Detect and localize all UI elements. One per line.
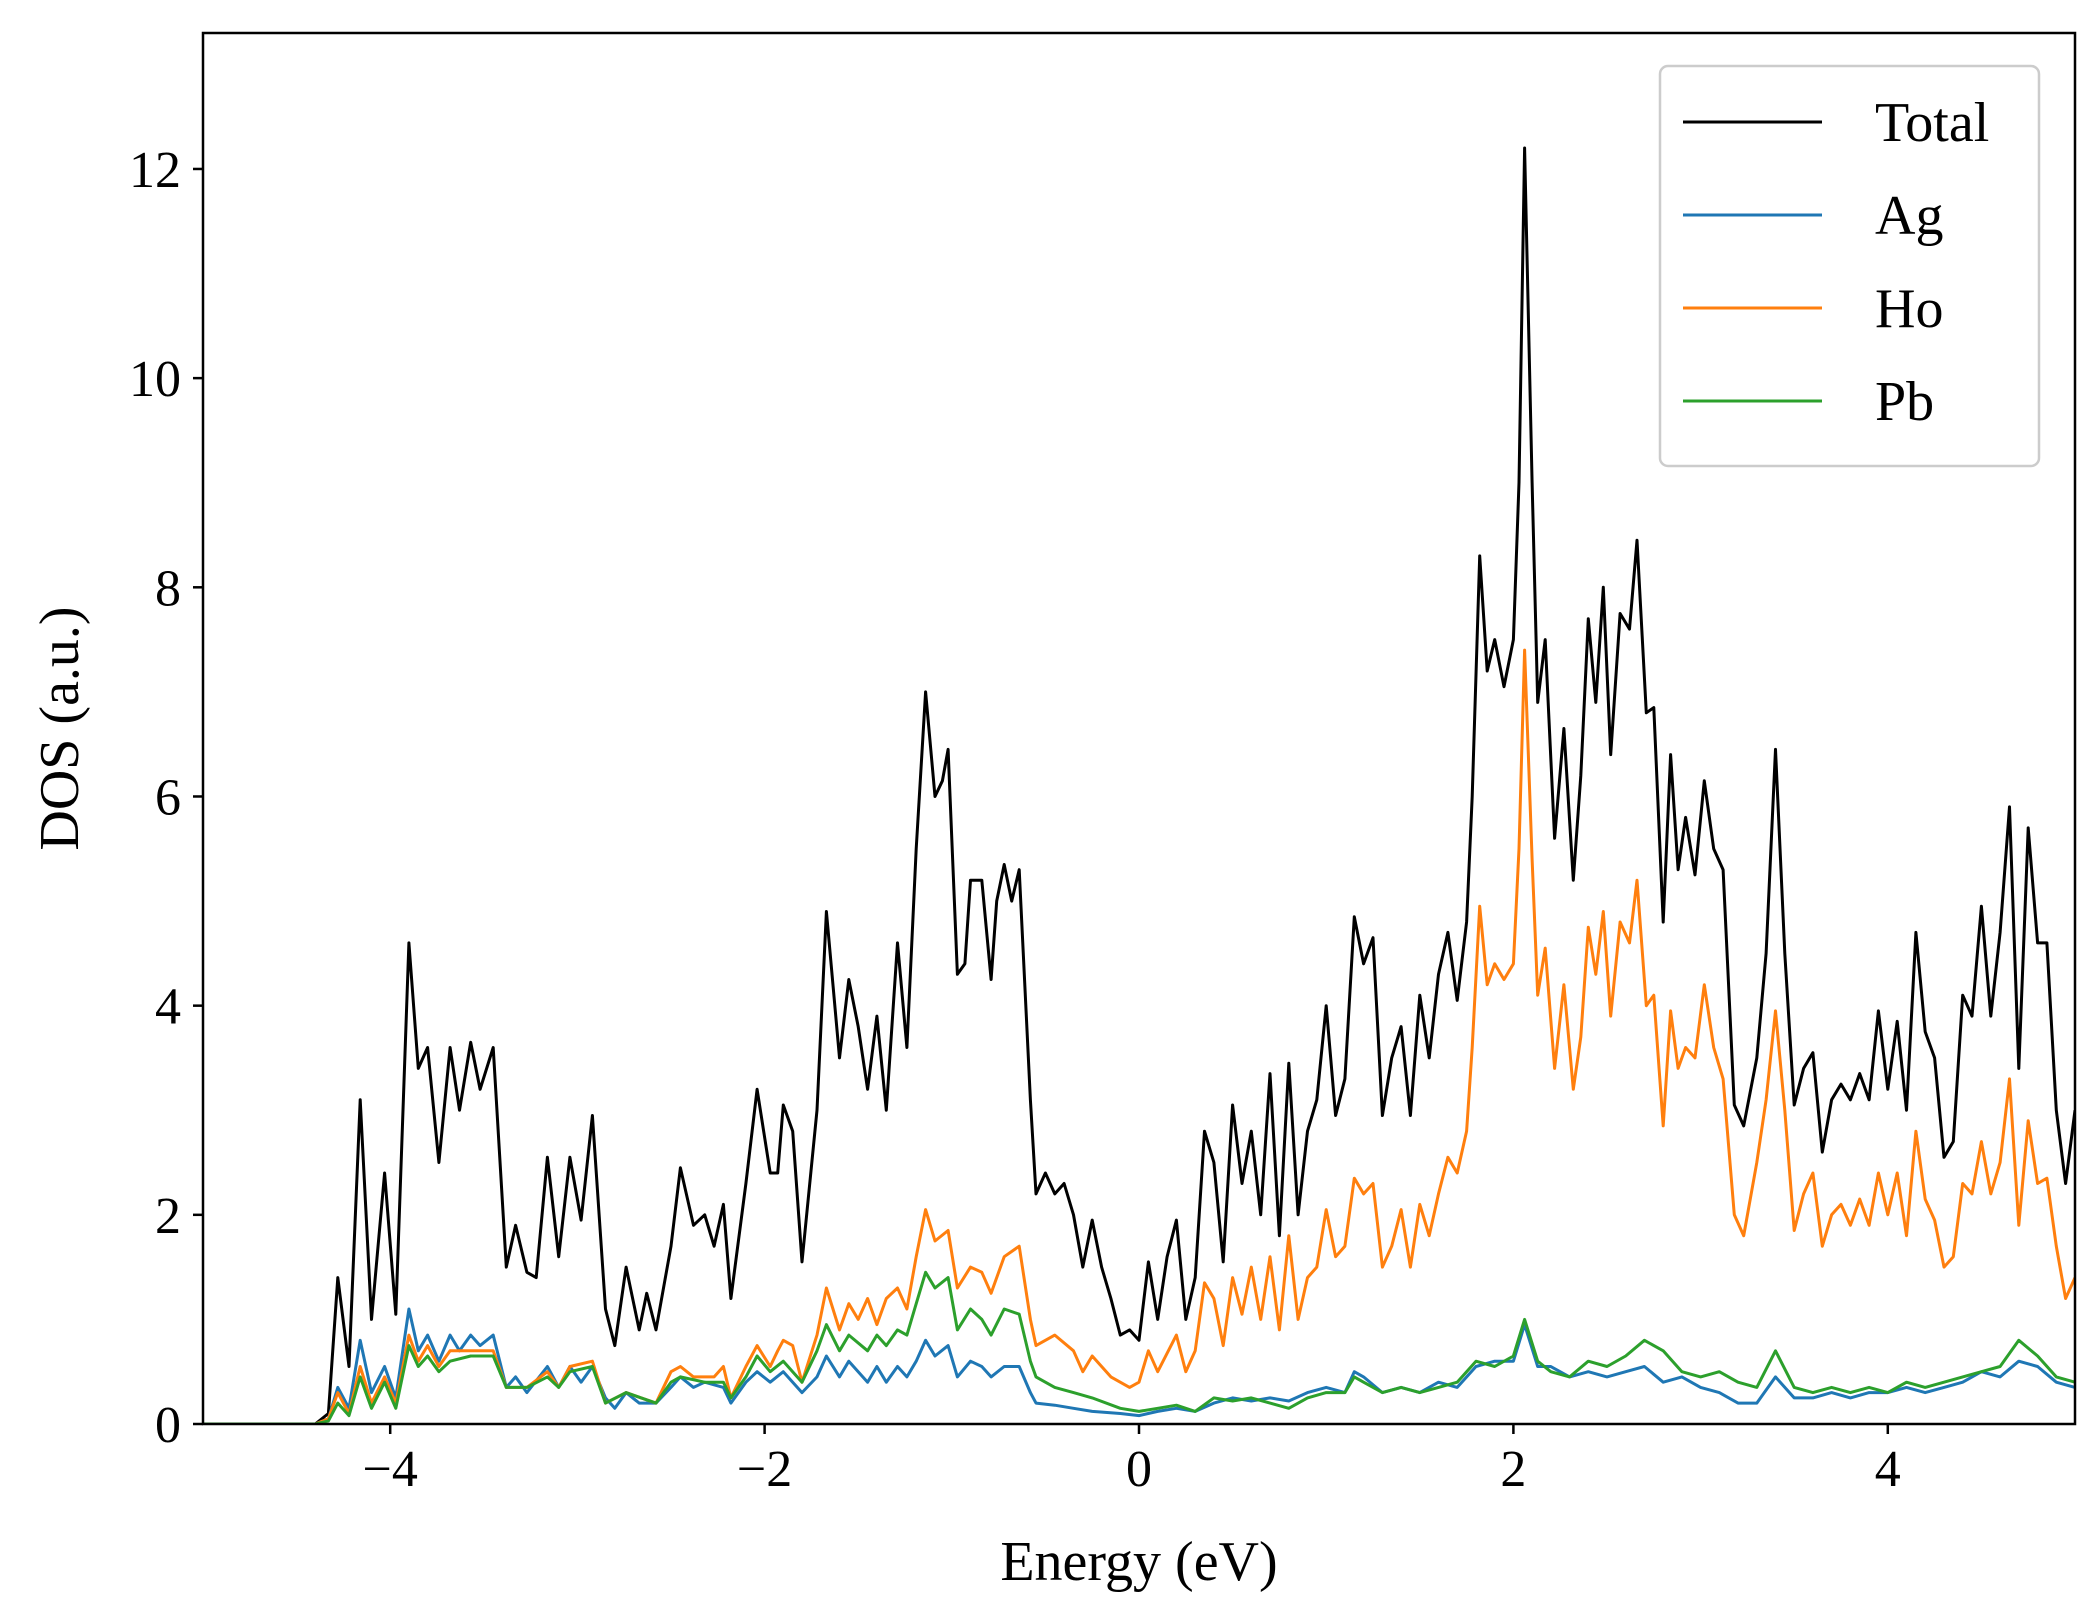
y-axis-ticks: 0 2 4 6 8 10 12: [129, 142, 203, 1454]
legend-box: [1658, 64, 2041, 468]
x-axis-ticks: −4 −2 0 2 4: [363, 1424, 1901, 1498]
legend: Total Ag Ho Pb: [1658, 64, 2041, 468]
x-tick-label: 0: [1126, 1441, 1152, 1498]
y-tick-label: 8: [155, 560, 181, 617]
x-tick-label: −4: [363, 1441, 418, 1498]
series-line-pb: [203, 1270, 2075, 1424]
y-tick-label: 0: [155, 1397, 181, 1454]
y-tick-label: 4: [155, 979, 181, 1036]
x-axis-label: Energy (eV): [1000, 1531, 1277, 1593]
x-tick-label: 4: [1875, 1441, 1901, 1498]
y-axis-label: DOS (a.u.): [29, 606, 91, 850]
series-layer: [203, 146, 2075, 1424]
series-line-ag: [203, 1307, 2075, 1424]
y-tick-label: 6: [155, 769, 181, 826]
legend-label-total: Total: [1875, 92, 1989, 154]
legend-label-ho: Ho: [1875, 278, 1943, 340]
series-line-ho: [203, 648, 2075, 1424]
y-tick-label: 12: [129, 142, 181, 199]
y-tick-label: 2: [155, 1188, 181, 1245]
series-line-total: [203, 146, 2075, 1424]
x-tick-label: 2: [1500, 1441, 1526, 1498]
y-tick-label: 10: [129, 351, 181, 408]
legend-label-pb: Pb: [1875, 371, 1934, 433]
x-tick-label: −2: [737, 1441, 792, 1498]
legend-label-ag: Ag: [1875, 185, 1943, 247]
